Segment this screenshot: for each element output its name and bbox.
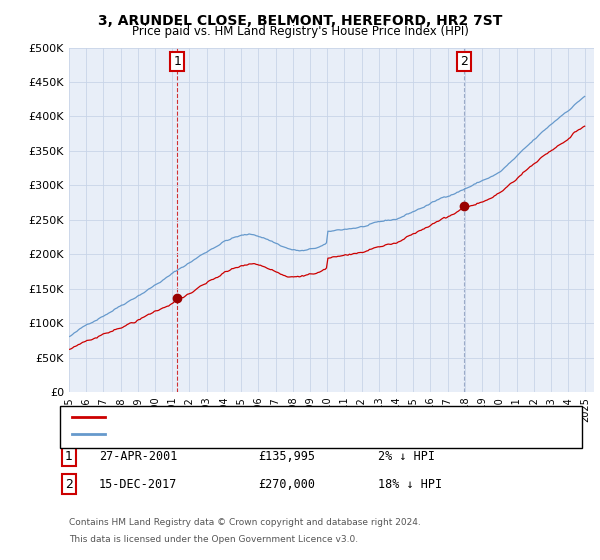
Text: 15-DEC-2017: 15-DEC-2017 [99, 478, 178, 491]
Text: 27-APR-2001: 27-APR-2001 [99, 450, 178, 463]
Text: 1: 1 [65, 450, 73, 463]
Text: £270,000: £270,000 [258, 478, 315, 491]
Text: 18% ↓ HPI: 18% ↓ HPI [378, 478, 442, 491]
Text: 3, ARUNDEL CLOSE, BELMONT, HEREFORD, HR2 7ST: 3, ARUNDEL CLOSE, BELMONT, HEREFORD, HR2… [98, 14, 502, 28]
Text: 2: 2 [460, 55, 468, 68]
Text: Price paid vs. HM Land Registry's House Price Index (HPI): Price paid vs. HM Land Registry's House … [131, 25, 469, 38]
Text: Contains HM Land Registry data © Crown copyright and database right 2024.: Contains HM Land Registry data © Crown c… [69, 518, 421, 527]
Text: 2% ↓ HPI: 2% ↓ HPI [378, 450, 435, 463]
Text: This data is licensed under the Open Government Licence v3.0.: This data is licensed under the Open Gov… [69, 535, 358, 544]
Text: 2: 2 [65, 478, 73, 491]
Text: HPI: Average price, detached house, Herefordshire: HPI: Average price, detached house, Here… [111, 429, 375, 439]
Text: £135,995: £135,995 [258, 450, 315, 463]
Text: 1: 1 [173, 55, 181, 68]
Text: 3, ARUNDEL CLOSE, BELMONT, HEREFORD, HR2 7ST (detached house): 3, ARUNDEL CLOSE, BELMONT, HEREFORD, HR2… [111, 412, 478, 422]
